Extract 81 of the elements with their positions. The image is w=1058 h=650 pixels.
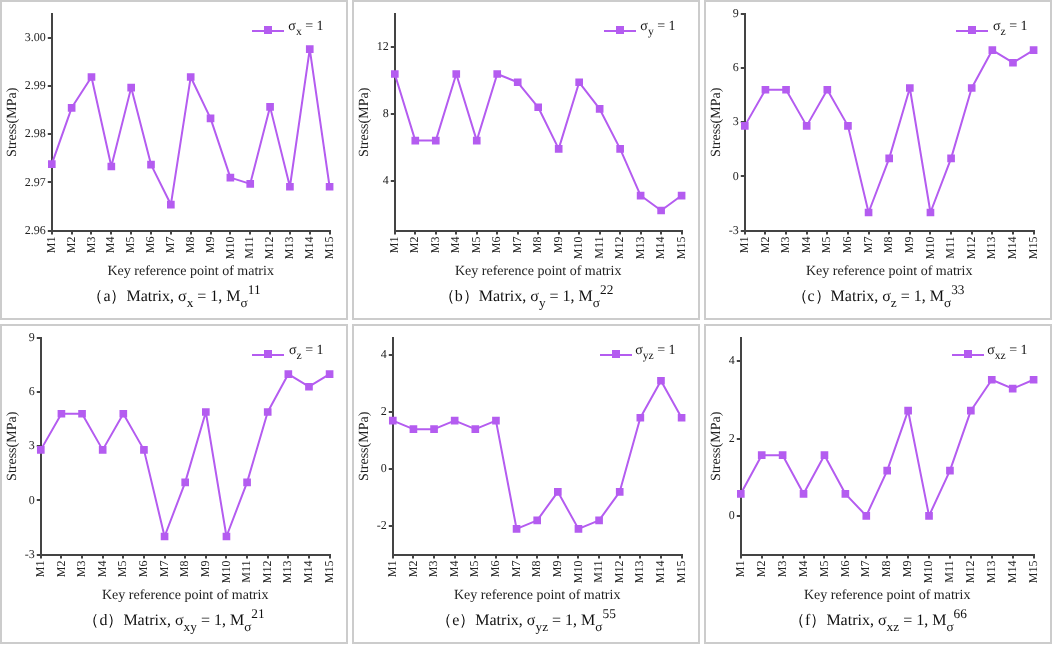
point (595, 105, 604, 113)
point (740, 122, 749, 130)
point (181, 478, 190, 487)
point (820, 451, 829, 459)
point (147, 160, 155, 169)
point (87, 73, 96, 81)
point (534, 103, 543, 112)
point (757, 451, 766, 459)
point (802, 122, 811, 130)
point (286, 182, 294, 191)
point (284, 370, 293, 378)
point (1029, 375, 1038, 384)
point (409, 425, 418, 433)
point (36, 446, 45, 454)
point (987, 375, 996, 384)
point (1029, 46, 1038, 54)
point (430, 425, 438, 433)
point (657, 376, 665, 385)
point (78, 409, 86, 418)
point (595, 516, 603, 525)
point (925, 512, 933, 520)
point (885, 154, 894, 163)
point (186, 73, 195, 81)
point (98, 446, 107, 454)
point (471, 425, 480, 433)
point (947, 154, 955, 163)
point (844, 122, 852, 130)
point (119, 409, 128, 418)
point (799, 490, 808, 498)
point (574, 525, 583, 533)
point (1008, 384, 1017, 393)
point (513, 78, 522, 87)
point (946, 466, 954, 475)
point (493, 70, 502, 78)
point (761, 85, 770, 94)
point (305, 45, 314, 53)
point (677, 413, 686, 422)
point (263, 408, 272, 416)
point (167, 200, 175, 209)
point (390, 70, 399, 78)
point (615, 488, 624, 496)
point (246, 180, 255, 188)
point (967, 406, 975, 415)
point (636, 413, 645, 422)
point (967, 84, 976, 92)
point (616, 145, 624, 153)
point (778, 451, 787, 459)
point (57, 409, 66, 418)
point (450, 416, 459, 425)
point (325, 182, 334, 191)
point (841, 490, 850, 498)
point (266, 103, 274, 111)
point (140, 446, 148, 454)
point (657, 206, 665, 215)
point (862, 512, 871, 520)
point (883, 466, 892, 475)
point (823, 85, 832, 94)
point (202, 408, 210, 416)
point (492, 416, 500, 425)
point (554, 488, 562, 496)
point (512, 525, 521, 533)
point (533, 516, 542, 525)
point (325, 370, 334, 378)
point (411, 136, 420, 145)
point (554, 145, 563, 153)
point (305, 382, 313, 391)
point (906, 84, 914, 92)
point (127, 83, 135, 92)
point (388, 416, 397, 425)
point (452, 70, 461, 78)
point (1009, 58, 1017, 67)
point (472, 136, 481, 145)
point (736, 490, 745, 498)
point (904, 406, 912, 415)
point (47, 160, 56, 168)
point (431, 136, 440, 145)
point (243, 478, 251, 487)
point (988, 46, 997, 54)
point (782, 85, 790, 94)
point (67, 104, 76, 112)
point (575, 78, 583, 87)
